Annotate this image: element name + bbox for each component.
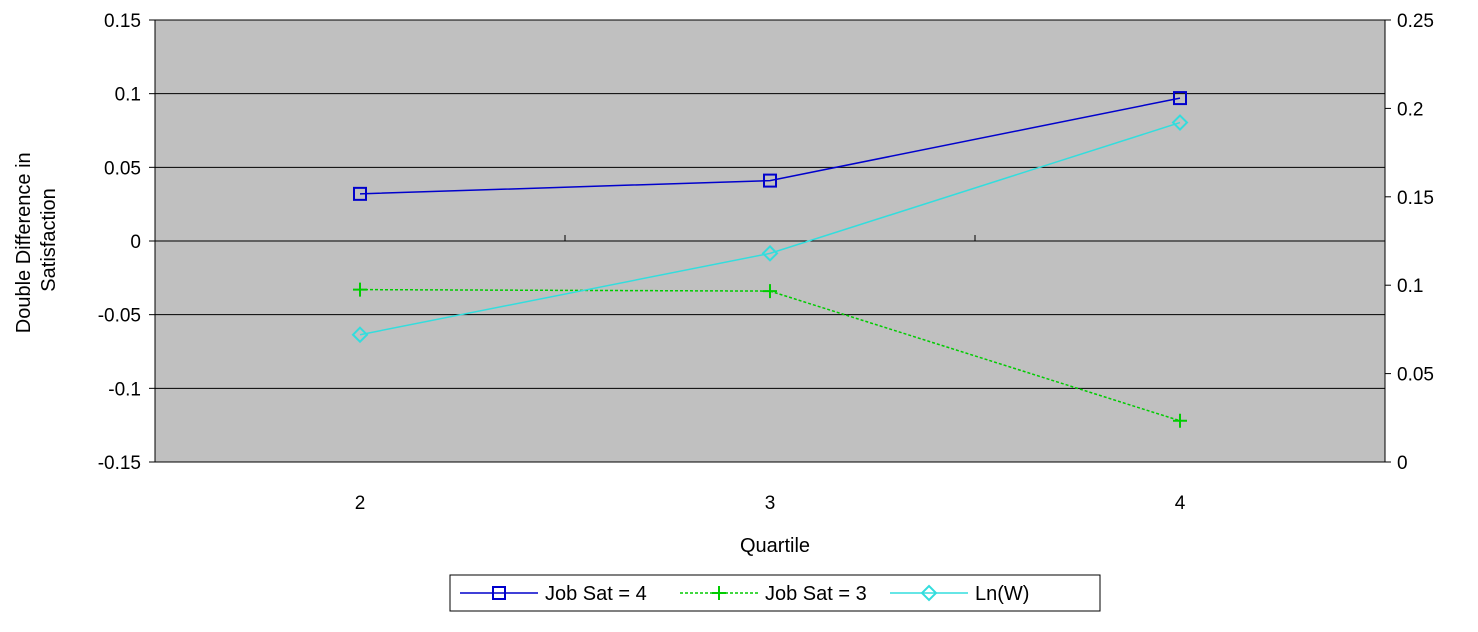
series-job-sat-3 <box>353 282 1187 428</box>
legend-item: Job Sat = 4 <box>460 583 647 605</box>
series <box>351 91 1189 428</box>
left-y-axis: -0.15 -0.1 -0.05 0 0.05 0.1 0.15 <box>98 11 155 474</box>
data-point <box>1173 91 1187 106</box>
x-axis-title: Quartile <box>740 535 810 557</box>
left-tick-label: 0.05 <box>104 158 141 179</box>
left-tick-label: -0.15 <box>98 453 141 474</box>
legend-label: Job Sat = 3 <box>765 583 867 605</box>
y-axis-title: Double Difference in Satisfaction <box>13 147 60 333</box>
data-point <box>353 282 367 297</box>
x-tick-label: 2 <box>355 493 366 514</box>
legend-box <box>449 574 1101 612</box>
legend-marker <box>920 584 938 602</box>
legend-label: Ln(W) <box>975 583 1029 605</box>
data-point <box>763 173 777 188</box>
x-tick-label: 3 <box>765 493 776 514</box>
data-point <box>1173 413 1187 428</box>
left-tick-label: -0.1 <box>108 379 141 400</box>
legend: Job Sat = 4 Job Sat = 3 Ln(W) <box>449 574 1101 612</box>
right-tick-label: 0.2 <box>1397 99 1423 120</box>
data-point <box>1171 114 1189 131</box>
legend-label: Job Sat = 4 <box>545 583 647 605</box>
legend-item: Job Sat = 3 <box>680 583 867 605</box>
left-tick-label: 0 <box>130 232 141 253</box>
y-axis-title-line-1: Double Difference in <box>13 152 35 333</box>
x-tick-label: 4 <box>1175 493 1186 514</box>
right-tick-label: 0.1 <box>1397 276 1423 297</box>
x-axis: 2 3 4 <box>355 235 1186 514</box>
legend-item: Ln(W) <box>890 583 1029 605</box>
data-point <box>763 284 777 299</box>
right-tick-label: 0.05 <box>1397 365 1434 386</box>
series-line <box>359 121 1181 336</box>
right-tick-label: 0 <box>1397 453 1408 474</box>
data-point <box>761 244 779 262</box>
right-tick-label: 0.15 <box>1397 188 1434 209</box>
y-axis-title-line-2: Satisfaction <box>38 188 60 291</box>
series-line <box>359 97 1181 195</box>
left-tick-label: 0.15 <box>104 11 141 32</box>
right-tick-label: 0.25 <box>1397 11 1434 32</box>
legend-marker <box>492 586 506 600</box>
right-y-axis: 0 0.05 0.1 0.15 0.2 0.25 <box>1385 11 1434 474</box>
legend-marker <box>712 586 726 600</box>
left-tick-label: -0.05 <box>98 306 141 327</box>
series-job-sat-4 <box>353 91 1187 201</box>
data-point <box>351 326 369 344</box>
data-point <box>353 186 367 201</box>
left-tick-label: 0.1 <box>115 85 141 106</box>
series-ln-w <box>351 114 1189 344</box>
